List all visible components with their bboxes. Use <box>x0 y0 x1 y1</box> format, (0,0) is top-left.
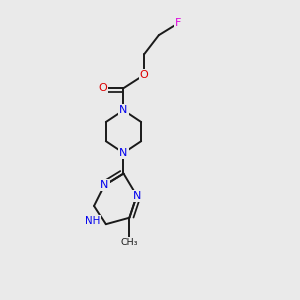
Text: F: F <box>175 18 181 28</box>
Text: NH: NH <box>85 216 100 226</box>
Text: N: N <box>100 180 109 190</box>
Text: N: N <box>119 105 128 115</box>
Text: N: N <box>133 190 141 201</box>
Text: O: O <box>140 70 148 80</box>
Text: O: O <box>98 83 107 93</box>
Text: CH₃: CH₃ <box>121 238 138 247</box>
Text: N: N <box>119 148 128 158</box>
